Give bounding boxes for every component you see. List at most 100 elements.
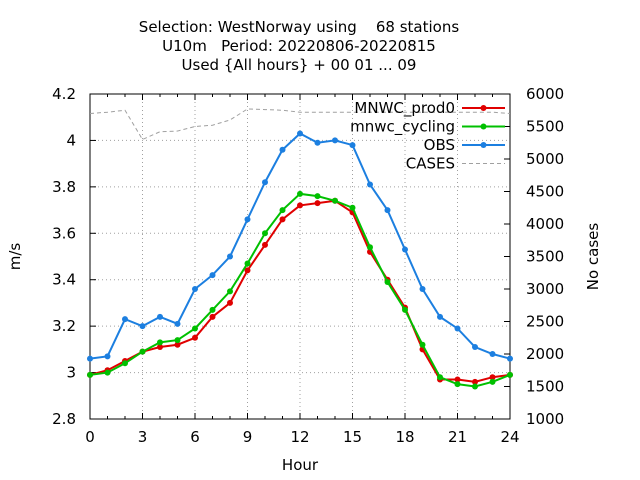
- data-point-mnwc_cycling: [472, 383, 478, 390]
- data-point-OBS: [209, 272, 216, 279]
- data-point-OBS: [349, 142, 356, 149]
- y-tick-label: 3.4: [52, 271, 76, 289]
- data-point-OBS: [367, 181, 373, 188]
- x-tick-label: 3: [138, 428, 148, 446]
- y2-tick-label: 1000: [526, 410, 564, 428]
- data-point-OBS: [174, 320, 181, 327]
- legend-label-CASES: CASES: [406, 155, 455, 173]
- data-point-mnwc_cycling: [244, 260, 251, 267]
- data-point-mnwc_cycling: [384, 279, 391, 286]
- data-point-OBS: [402, 246, 408, 253]
- series-line-CASES: [90, 108, 510, 141]
- y2-axis-label: No cases: [584, 223, 602, 291]
- y-axis-label: m/s: [6, 243, 24, 271]
- data-point-mnwc_cycling: [262, 230, 268, 237]
- x-tick-label: 18: [395, 428, 414, 446]
- x-tick-label: 6: [190, 428, 200, 446]
- data-point-OBS: [279, 146, 286, 153]
- data-point-OBS: [489, 351, 496, 357]
- data-point-MNWC_prod0: [157, 344, 163, 351]
- x-tick-label: 15: [343, 428, 362, 446]
- data-point-mnwc_cycling: [402, 306, 408, 313]
- y2-tick-label: 6000: [526, 85, 564, 103]
- legend-label-MNWC_prod0: MNWC_prod0: [354, 99, 455, 118]
- data-point-OBS: [227, 253, 233, 260]
- legend-marker-MNWC_prod0: [480, 105, 487, 111]
- y-tick-label: 3.8: [52, 178, 76, 196]
- data-point-MNWC_prod0: [244, 267, 251, 274]
- data-point-mnwc_cycling: [314, 193, 321, 200]
- data-point-OBS: [419, 286, 426, 292]
- y-tick-label: 3.6: [52, 224, 76, 242]
- legend-label-mnwc_cycling: mnwc_cycling: [350, 118, 455, 137]
- data-point-OBS: [472, 344, 478, 351]
- data-point-mnwc_cycling: [437, 374, 443, 381]
- data-point-OBS: [314, 139, 321, 146]
- data-point-OBS: [297, 130, 303, 137]
- data-point-MNWC_prod0: [174, 341, 181, 348]
- data-point-OBS: [192, 286, 198, 292]
- data-point-mnwc_cycling: [507, 371, 513, 378]
- data-point-mnwc_cycling: [122, 360, 128, 367]
- chart-title-line-2: U10m Period: 20220806-20220815: [162, 37, 436, 55]
- data-point-mnwc_cycling: [157, 339, 163, 346]
- data-point-OBS: [122, 316, 128, 323]
- data-point-OBS: [332, 137, 338, 144]
- data-point-MNWC_prod0: [279, 216, 286, 223]
- data-point-OBS: [87, 355, 93, 362]
- y2-tick-label: 3000: [526, 280, 564, 298]
- data-point-mnwc_cycling: [332, 197, 338, 204]
- x-tick-label: 0: [85, 428, 95, 446]
- legend-marker-mnwc_cycling: [480, 123, 487, 130]
- legend-marker-OBS: [480, 142, 487, 148]
- data-point-OBS: [437, 313, 443, 320]
- data-point-mnwc_cycling: [419, 341, 426, 348]
- data-point-mnwc_cycling: [87, 371, 93, 378]
- y2-tick-label: 2500: [526, 313, 564, 331]
- y2-tick-label: 5000: [526, 150, 564, 168]
- y2-tick-label: 5500: [526, 118, 564, 136]
- data-point-mnwc_cycling: [192, 325, 198, 332]
- data-point-MNWC_prod0: [314, 200, 321, 207]
- data-point-MNWC_prod0: [297, 202, 303, 209]
- data-point-mnwc_cycling: [279, 207, 286, 214]
- data-point-OBS: [262, 179, 268, 186]
- data-point-mnwc_cycling: [454, 381, 461, 388]
- data-point-MNWC_prod0: [262, 241, 268, 248]
- data-point-MNWC_prod0: [209, 313, 216, 320]
- y-tick-label: 3: [66, 364, 76, 382]
- data-point-MNWC_prod0: [454, 376, 461, 383]
- y2-tick-label: 4500: [526, 183, 564, 201]
- y-tick-label: 4.2: [52, 85, 76, 103]
- data-point-OBS: [104, 353, 111, 360]
- data-point-mnwc_cycling: [104, 369, 111, 376]
- x-tick-label: 9: [243, 428, 253, 446]
- y-tick-label: 3.2: [52, 317, 76, 335]
- data-point-OBS: [454, 325, 461, 332]
- x-axis-label: Hour: [282, 456, 319, 474]
- y2-tick-label: 3500: [526, 248, 564, 266]
- data-point-mnwc_cycling: [174, 337, 181, 344]
- y2-tick-label: 2000: [526, 345, 564, 363]
- y2-tick-label: 1500: [526, 378, 564, 396]
- x-tick-label: 21: [448, 428, 467, 446]
- data-point-mnwc_cycling: [489, 378, 496, 385]
- data-point-mnwc_cycling: [297, 190, 303, 197]
- data-point-MNWC_prod0: [472, 378, 478, 385]
- y-tick-label: 4: [66, 131, 76, 149]
- data-point-MNWC_prod0: [192, 334, 198, 341]
- data-point-OBS: [244, 216, 251, 223]
- chart-title-line-3: Used {All hours} + 00 01 ... 09: [181, 56, 417, 74]
- data-point-OBS: [139, 323, 146, 330]
- data-point-mnwc_cycling: [227, 288, 233, 295]
- data-point-mnwc_cycling: [349, 204, 356, 211]
- y-tick-label: 2.8: [52, 410, 76, 428]
- chart-title-line-1: Selection: WestNorway using 68 stations: [138, 18, 460, 36]
- x-tick-label: 24: [500, 428, 519, 446]
- data-point-mnwc_cycling: [367, 244, 373, 251]
- data-point-MNWC_prod0: [227, 299, 233, 306]
- data-point-OBS: [384, 207, 391, 214]
- data-point-OBS: [157, 313, 163, 320]
